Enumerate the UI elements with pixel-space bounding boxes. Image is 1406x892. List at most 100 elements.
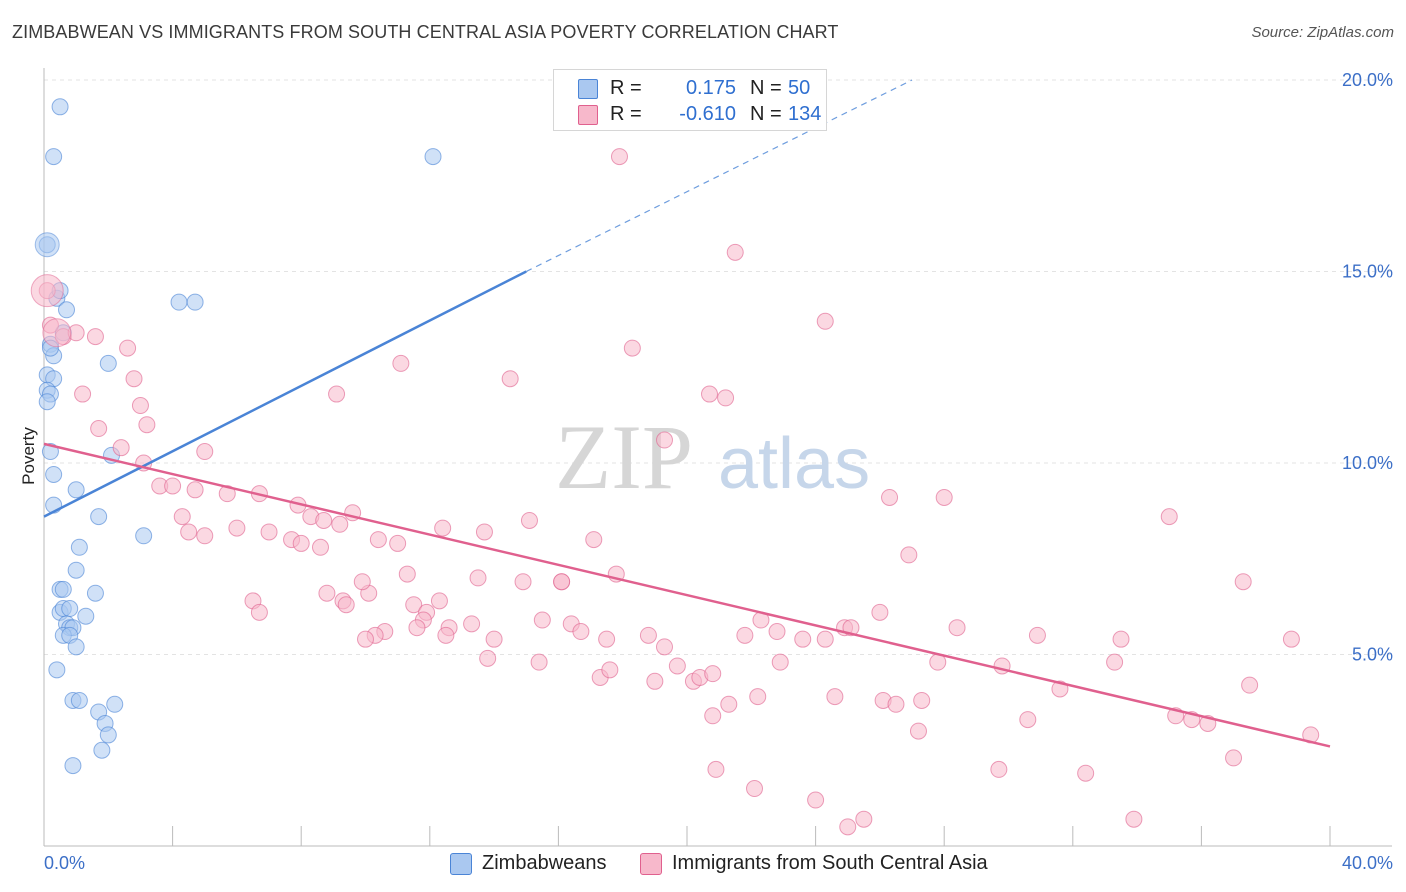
data-point bbox=[318, 584, 336, 602]
data-point bbox=[530, 653, 548, 671]
data-point bbox=[58, 301, 76, 319]
data-point bbox=[816, 630, 834, 648]
legend-swatch-pink bbox=[578, 105, 598, 125]
x-tick-label: 40.0% bbox=[1342, 853, 1393, 873]
data-point bbox=[855, 810, 873, 828]
data-point bbox=[328, 385, 346, 403]
watermark: ZIP atlas bbox=[555, 406, 870, 508]
data-point bbox=[485, 630, 503, 648]
chart-title: ZIMBABWEAN VS IMMIGRANTS FROM SOUTH CENT… bbox=[12, 22, 839, 42]
data-point bbox=[48, 661, 66, 679]
data-point bbox=[704, 665, 722, 683]
data-point bbox=[54, 580, 72, 598]
y-tick-label: 15.0% bbox=[1342, 262, 1393, 282]
data-point bbox=[771, 653, 789, 671]
data-point bbox=[1234, 573, 1252, 591]
data-point bbox=[51, 98, 69, 116]
data-point bbox=[61, 600, 79, 618]
data-point bbox=[99, 354, 117, 372]
data-point bbox=[125, 370, 143, 388]
data-point bbox=[67, 481, 85, 499]
data-point bbox=[90, 420, 108, 438]
data-point bbox=[353, 573, 371, 591]
data-point bbox=[749, 688, 767, 706]
legend-r-label: R = bbox=[610, 103, 642, 125]
y-tick-label: 20.0% bbox=[1342, 70, 1393, 90]
data-point bbox=[1106, 653, 1124, 671]
data-point bbox=[598, 630, 616, 648]
legend-n-value: 50 bbox=[788, 77, 811, 99]
data-point bbox=[887, 695, 905, 713]
data-point bbox=[701, 385, 719, 403]
data-point bbox=[186, 293, 204, 311]
legend-swatch-blue bbox=[578, 79, 598, 99]
data-point-cluster bbox=[42, 318, 72, 348]
data-point bbox=[704, 707, 722, 725]
legend-r-value: -0.610 bbox=[679, 103, 736, 125]
data-point bbox=[45, 148, 63, 166]
data-point bbox=[106, 695, 124, 713]
data-point bbox=[250, 603, 268, 621]
data-point bbox=[408, 619, 426, 637]
data-point bbox=[900, 546, 918, 564]
data-point bbox=[479, 649, 497, 667]
data-point bbox=[392, 354, 410, 372]
x-tick-label: 0.0% bbox=[44, 853, 85, 873]
data-point bbox=[430, 592, 448, 610]
data-point bbox=[405, 596, 423, 614]
data-point bbox=[746, 780, 764, 798]
y-tick-label: 5.0% bbox=[1352, 645, 1393, 665]
data-point bbox=[74, 385, 92, 403]
data-point bbox=[1282, 630, 1300, 648]
y-tick-label: 10.0% bbox=[1342, 453, 1393, 473]
data-point bbox=[572, 623, 590, 641]
data-point bbox=[909, 722, 927, 740]
trend-line-south-central-asia bbox=[43, 442, 1331, 748]
data-point bbox=[398, 565, 416, 583]
bottom-legend-swatch-pink bbox=[640, 853, 662, 875]
data-point bbox=[520, 511, 538, 529]
watermark-zip: ZIP bbox=[555, 406, 693, 508]
data-point-cluster bbox=[34, 232, 60, 258]
data-point bbox=[935, 488, 953, 506]
legend-n-label: N = bbox=[750, 103, 782, 125]
data-point bbox=[655, 638, 673, 656]
data-point bbox=[610, 148, 628, 166]
data-point bbox=[623, 339, 641, 357]
data-point bbox=[315, 511, 333, 529]
data-point bbox=[871, 603, 889, 621]
data-point bbox=[64, 757, 82, 775]
data-point bbox=[437, 626, 455, 644]
data-point bbox=[218, 485, 236, 503]
data-point bbox=[196, 527, 214, 545]
data-point bbox=[77, 607, 95, 625]
data-point bbox=[90, 508, 108, 526]
data-point bbox=[768, 623, 786, 641]
data-point bbox=[646, 672, 664, 690]
data-point-cluster bbox=[30, 274, 64, 308]
chart-source: Source: ZipAtlas.com bbox=[1251, 24, 1394, 41]
data-point bbox=[794, 630, 812, 648]
data-point bbox=[514, 573, 532, 591]
data-point bbox=[86, 584, 104, 602]
legend-r-label: R = bbox=[610, 77, 642, 99]
data-point bbox=[826, 688, 844, 706]
data-point bbox=[135, 527, 153, 545]
data-point bbox=[501, 370, 519, 388]
data-point bbox=[99, 726, 117, 744]
data-point bbox=[434, 519, 452, 537]
data-point bbox=[138, 416, 156, 434]
data-point bbox=[164, 477, 182, 495]
data-point bbox=[1125, 810, 1143, 828]
data-point bbox=[180, 523, 198, 541]
trend-line-zimbabweans-extension bbox=[525, 79, 913, 273]
data-point bbox=[881, 488, 899, 506]
data-point bbox=[475, 523, 493, 541]
data-point bbox=[639, 626, 657, 644]
data-point bbox=[38, 393, 56, 411]
y-axis-title: Poverty bbox=[19, 427, 38, 485]
data-point bbox=[1225, 749, 1243, 767]
data-point bbox=[119, 339, 137, 357]
data-point bbox=[668, 657, 686, 675]
axis-labels: 5.0% 10.0% 15.0% 20.0% 0.0% 40.0% bbox=[44, 70, 1393, 873]
